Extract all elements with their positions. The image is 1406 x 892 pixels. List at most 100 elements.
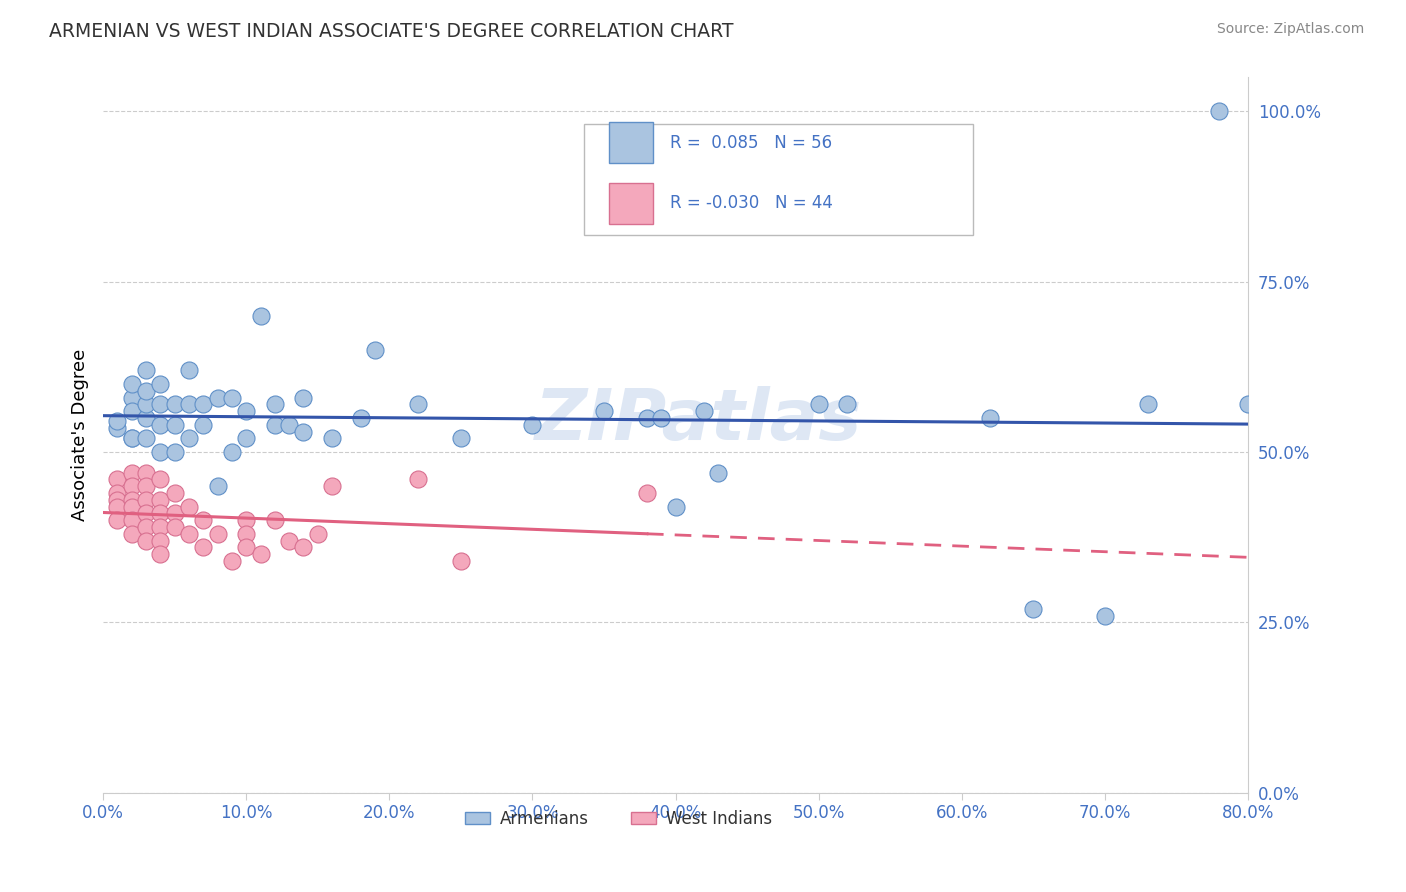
Point	[636, 486, 658, 500]
Point	[1022, 601, 1045, 615]
Point	[149, 472, 172, 486]
Point	[1136, 397, 1159, 411]
Point	[135, 520, 157, 534]
Point	[235, 432, 257, 446]
Point	[163, 486, 186, 500]
Point	[177, 432, 200, 446]
Point	[207, 391, 229, 405]
Point	[107, 492, 129, 507]
Point	[1094, 608, 1116, 623]
Text: R =  0.085   N = 56: R = 0.085 N = 56	[669, 134, 832, 152]
Point	[121, 391, 143, 405]
Point	[292, 541, 315, 555]
Point	[135, 466, 157, 480]
Point	[263, 397, 285, 411]
Point	[207, 526, 229, 541]
Point	[121, 513, 143, 527]
Point	[292, 391, 315, 405]
Point	[177, 363, 200, 377]
Point	[664, 500, 686, 514]
Point	[107, 500, 129, 514]
Point	[149, 507, 172, 521]
Point	[163, 417, 186, 432]
Point	[107, 513, 129, 527]
Point	[321, 479, 343, 493]
Y-axis label: Associate's Degree: Associate's Degree	[72, 349, 89, 521]
Point	[1208, 104, 1230, 119]
Text: ZIPatlas: ZIPatlas	[534, 386, 862, 455]
Point	[121, 492, 143, 507]
Text: R = -0.030   N = 44: R = -0.030 N = 44	[669, 194, 832, 212]
Point	[121, 466, 143, 480]
Point	[121, 479, 143, 493]
Point	[107, 486, 129, 500]
Point	[207, 479, 229, 493]
Point	[135, 397, 157, 411]
Point	[163, 520, 186, 534]
Point	[149, 520, 172, 534]
Point	[249, 547, 271, 561]
Point	[149, 547, 172, 561]
Point	[193, 513, 215, 527]
Point	[121, 432, 143, 446]
Point	[149, 445, 172, 459]
Point	[135, 384, 157, 398]
FancyBboxPatch shape	[583, 124, 973, 235]
Point	[177, 526, 200, 541]
Point	[235, 513, 257, 527]
Point	[707, 466, 730, 480]
Point	[107, 472, 129, 486]
Point	[163, 445, 186, 459]
Point	[221, 445, 243, 459]
Point	[292, 425, 315, 439]
Point	[107, 421, 129, 435]
Point	[135, 479, 157, 493]
Point	[406, 397, 429, 411]
Point	[979, 411, 1001, 425]
Point	[263, 417, 285, 432]
Point	[149, 417, 172, 432]
Point	[837, 397, 859, 411]
Text: Source: ZipAtlas.com: Source: ZipAtlas.com	[1216, 22, 1364, 37]
Point	[221, 554, 243, 568]
Point	[636, 411, 658, 425]
FancyBboxPatch shape	[609, 122, 652, 163]
Point	[135, 432, 157, 446]
Point	[235, 404, 257, 418]
Legend: Armenians, West Indians: Armenians, West Indians	[458, 803, 779, 834]
Text: ARMENIAN VS WEST INDIAN ASSOCIATE'S DEGREE CORRELATION CHART: ARMENIAN VS WEST INDIAN ASSOCIATE'S DEGR…	[49, 22, 734, 41]
Point	[135, 363, 157, 377]
Point	[450, 432, 472, 446]
Point	[1237, 397, 1260, 411]
Point	[163, 397, 186, 411]
Point	[278, 417, 301, 432]
Point	[149, 376, 172, 391]
Point	[135, 411, 157, 425]
Point	[650, 411, 672, 425]
FancyBboxPatch shape	[609, 183, 652, 224]
Point	[364, 343, 387, 357]
Point	[177, 500, 200, 514]
Point	[263, 513, 285, 527]
Point	[593, 404, 616, 418]
Point	[522, 417, 544, 432]
Point	[249, 309, 271, 323]
Point	[163, 507, 186, 521]
Point	[135, 492, 157, 507]
Point	[193, 541, 215, 555]
Point	[321, 432, 343, 446]
Point	[807, 397, 830, 411]
Point	[450, 554, 472, 568]
Point	[149, 397, 172, 411]
Point	[235, 526, 257, 541]
Point	[193, 397, 215, 411]
Point	[307, 526, 329, 541]
Point	[121, 376, 143, 391]
Point	[693, 404, 716, 418]
Point	[121, 526, 143, 541]
Point	[135, 507, 157, 521]
Point	[221, 391, 243, 405]
Point	[107, 414, 129, 428]
Point	[121, 500, 143, 514]
Point	[350, 411, 373, 425]
